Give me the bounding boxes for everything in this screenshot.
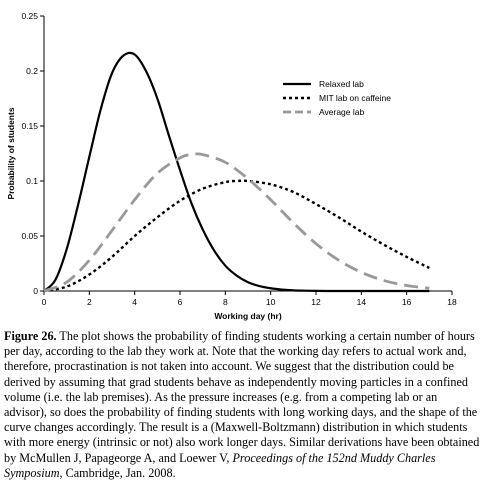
legend-label: Average lab [319,107,364,117]
x-tick-label: 6 [178,297,183,307]
caption-text-1: The plot shows the probability of findin… [4,329,480,465]
legend-label: MIT lab on caffeine [319,93,391,103]
chart-area: 0 0.05 0.1 0.15 0.2 0.25 0 2 4 6 8 10 12 14 16 18 Workin… [6,11,457,321]
caption-italic-text: Proceedings of the 152nd Muddy Charles S… [4,450,436,480]
caption-text-2: , Cambridge, Jan. 2008. [59,465,176,480]
figure-caption: Figure 26. The plot shows the probabilit… [4,329,480,481]
x-tick-label: 12 [311,297,321,307]
x-tick-label: 0 [42,297,47,307]
x-tick-label: 14 [357,297,367,307]
y-tick-label: 0.05 [21,231,38,241]
x-tick-label: 4 [132,297,137,307]
series-line-average-lab [43,152,430,293]
y-tick-label: 0.25 [21,11,38,21]
line-chart: 0 0.05 0.1 0.15 0.2 0.25 0 2 4 6 8 10 12 14 16 18 Workin… [6,11,457,321]
y-tick-label: 0.2 [26,66,38,76]
x-tick-label: 10 [266,297,276,307]
caption-label: Figure 26. [4,329,57,343]
legend-label: Relaxed lab [319,79,364,89]
y-axis-title: Probability of students [6,107,16,199]
x-axis-title: Working day (hr) [214,311,282,321]
y-tick-label: 0.15 [21,121,38,131]
x-tick-label: 16 [402,297,412,307]
series-line-relaxed-lab [43,51,430,293]
y-tick-label: 0.1 [26,176,38,186]
x-tick-label: 18 [447,297,457,307]
y-tick-label: 0 [33,286,38,296]
x-tick-label: 2 [87,297,92,307]
x-tick-label: 8 [223,297,228,307]
